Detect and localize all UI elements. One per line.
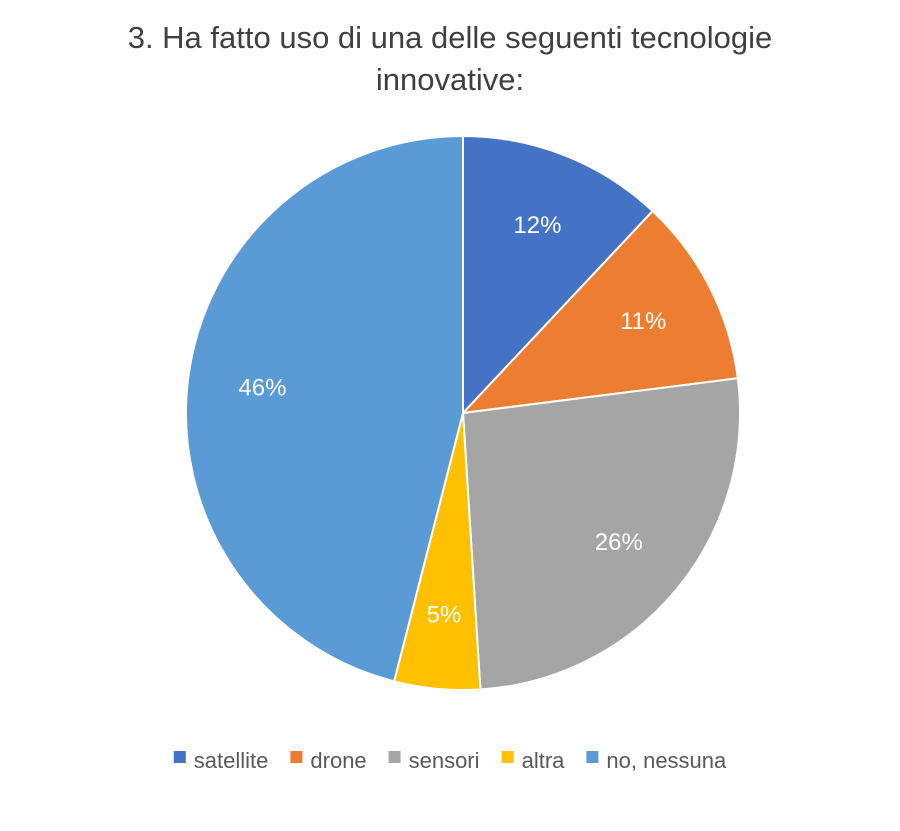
pie-slice-drone <box>460 209 739 415</box>
data-label-satellite: 12% <box>513 212 561 239</box>
pie-slice-no-nessuna <box>185 134 464 683</box>
chart-title-line-1: 3. Ha fatto uso di una delle seguenti te… <box>128 20 773 55</box>
legend-label-satellite: satellite <box>194 748 269 773</box>
legend-label-no-nessuna: no, nessuna <box>606 748 727 773</box>
legend-swatch-altra <box>501 751 514 763</box>
data-label-altra: 5% <box>427 601 462 628</box>
legend-swatch-satellite <box>173 751 186 763</box>
pie-data-labels: 12% 11% 26% 5% 46% <box>238 212 666 628</box>
legend-swatch-no-nessuna <box>586 751 599 763</box>
pie-slice-sensori <box>461 377 741 691</box>
legend: satellite drone sensori altra no, nessuna <box>173 748 727 773</box>
legend-swatch-drone <box>290 751 303 763</box>
data-label-no-nessuna: 46% <box>238 375 286 402</box>
legend-label-drone: drone <box>310 748 366 773</box>
legend-label-altra: altra <box>522 748 566 773</box>
chart-title-line-2: innovative: <box>376 62 524 97</box>
legend-swatch-sensori <box>388 751 401 763</box>
data-label-sensori: 26% <box>595 529 643 556</box>
legend-label-sensori: sensori <box>409 748 480 773</box>
pie-slice-satellite <box>462 134 655 416</box>
pie-slices <box>185 134 741 691</box>
data-label-drone: 11% <box>620 308 666 335</box>
